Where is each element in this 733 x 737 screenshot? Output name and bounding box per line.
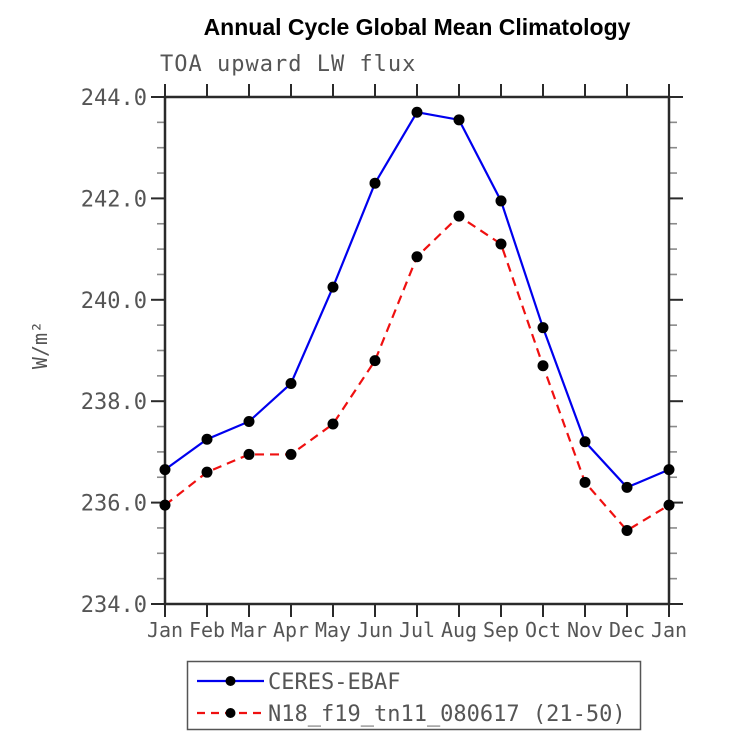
chart-title: Annual Cycle Global Mean Climatology xyxy=(203,14,631,40)
series-marker-ceres-ebaf xyxy=(621,481,633,493)
y-axis-title: W/m² xyxy=(28,320,52,370)
x-tick-label: Apr xyxy=(273,618,309,642)
series-line-ceres-ebaf xyxy=(164,110,670,489)
series-marker-n18-f19-tn11-080617-21-50 xyxy=(369,355,381,367)
series-marker-n18-f19-tn11-080617-21-50 xyxy=(495,238,507,250)
y-tick-label: 238.0 xyxy=(81,390,147,415)
x-tick-label: Aug xyxy=(441,618,477,642)
series-marker-n18-f19-tn11-080617-21-50 xyxy=(285,448,297,460)
x-tick-label: Nov xyxy=(567,618,603,642)
plot-frame xyxy=(163,95,671,606)
series-marker-ceres-ebaf xyxy=(411,106,423,118)
series-line-n18-f19-tn11-080617-21-50 xyxy=(164,214,670,532)
x-tick-label: Jun xyxy=(357,618,393,642)
series-marker-n18-f19-tn11-080617-21-50 xyxy=(663,499,675,511)
series-marker-ceres-ebaf xyxy=(579,436,591,448)
chart-subtitle: TOA upward LW flux xyxy=(160,52,417,77)
legend-marker-ceres-ebaf xyxy=(225,676,236,686)
series-marker-ceres-ebaf xyxy=(201,433,213,445)
series-marker-n18-f19-tn11-080617-21-50 xyxy=(621,524,633,536)
series-marker-ceres-ebaf xyxy=(495,195,507,207)
series-marker-n18-f19-tn11-080617-21-50 xyxy=(159,499,171,511)
legend-marker-n18-f19-tn11-080617-21-50 xyxy=(225,708,236,718)
x-tick-label: Mar xyxy=(231,618,267,642)
legend-label-ceres-ebaf: CERES-EBAF xyxy=(268,670,400,695)
x-tick-label: Dec xyxy=(609,618,645,642)
series-marker-ceres-ebaf xyxy=(243,415,255,427)
series-marker-ceres-ebaf xyxy=(159,464,171,476)
series-marker-ceres-ebaf xyxy=(327,281,339,293)
y-tick-label: 234.0 xyxy=(81,593,147,618)
series-marker-ceres-ebaf xyxy=(453,114,465,126)
y-tick-label: 242.0 xyxy=(81,187,147,212)
series-marker-n18-f19-tn11-080617-21-50 xyxy=(327,418,339,430)
series-marker-n18-f19-tn11-080617-21-50 xyxy=(243,448,255,460)
series-marker-n18-f19-tn11-080617-21-50 xyxy=(411,251,423,263)
series-marker-n18-f19-tn11-080617-21-50 xyxy=(579,476,591,488)
y-tick-label: 236.0 xyxy=(81,492,147,517)
x-tick-label: Jul xyxy=(399,618,435,642)
series-marker-ceres-ebaf xyxy=(537,322,549,334)
y-tick-label: 240.0 xyxy=(81,289,147,314)
x-tick-label: Jan xyxy=(651,618,687,642)
series-marker-ceres-ebaf xyxy=(369,177,381,189)
x-tick-label: Feb xyxy=(189,618,225,642)
legend-box xyxy=(186,660,642,731)
series-marker-n18-f19-tn11-080617-21-50 xyxy=(201,466,213,478)
series-marker-ceres-ebaf xyxy=(663,464,675,476)
x-tick-label: May xyxy=(315,618,351,642)
x-tick-label: Jan xyxy=(147,618,183,642)
y-tick-label: 244.0 xyxy=(81,86,147,111)
x-tick-label: Oct xyxy=(525,618,561,642)
x-tick-label: Sep xyxy=(483,618,519,642)
legend-label-n18-f19-tn11-080617-21-50: N18_f19_tn11_080617 (21-50) xyxy=(268,702,626,727)
series-marker-n18-f19-tn11-080617-21-50 xyxy=(453,210,465,222)
series-marker-ceres-ebaf xyxy=(285,377,297,389)
series-marker-n18-f19-tn11-080617-21-50 xyxy=(537,360,549,372)
